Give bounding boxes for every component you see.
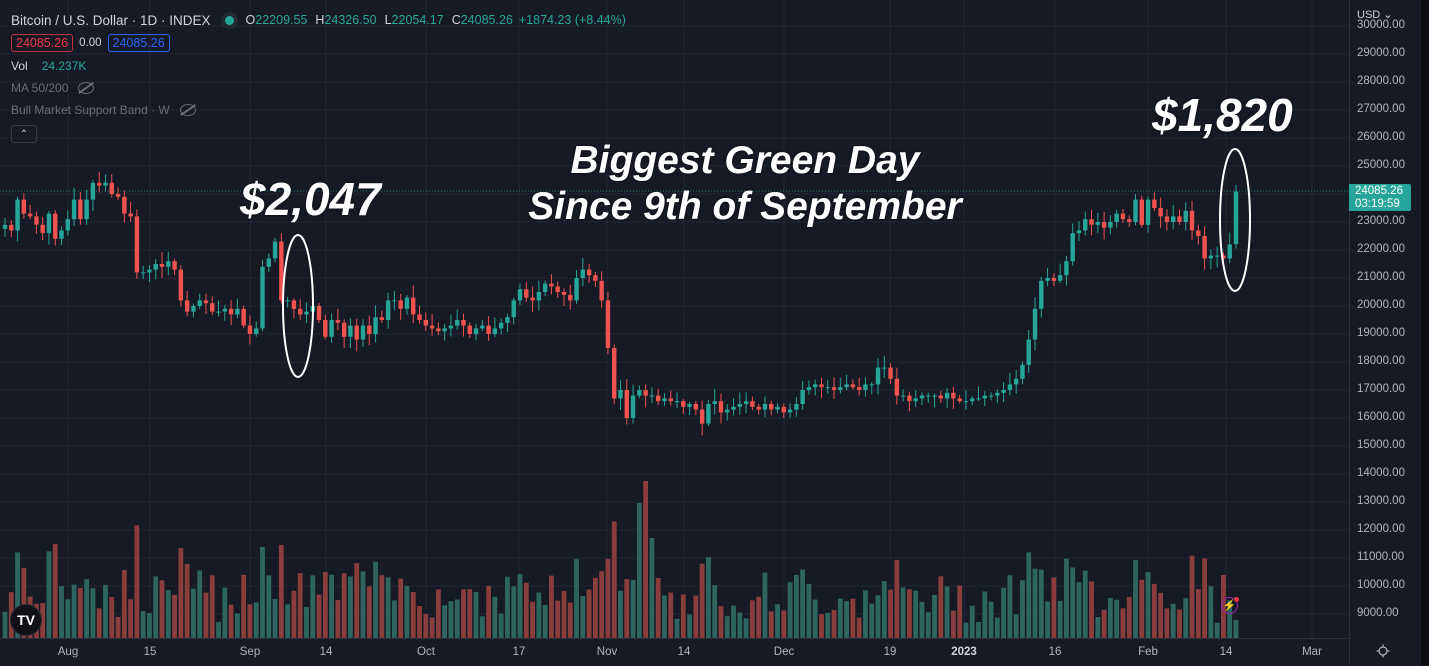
price-label: 14000.00 — [1357, 467, 1405, 479]
price-label: 18000.00 — [1357, 355, 1405, 367]
time-label: 14 — [319, 646, 333, 658]
price-label: 20000.00 — [1357, 299, 1405, 311]
price-label: 21000.00 — [1357, 271, 1405, 283]
candle-countdown: 03:19:59 — [1355, 198, 1400, 210]
price-label: 9000.00 — [1357, 607, 1399, 619]
hidden-eye-icon[interactable] — [179, 104, 196, 116]
price-label: 10000.00 — [1357, 579, 1405, 591]
change-value: +1874.23 (+8.44%) — [518, 13, 626, 27]
collapse-legend-button[interactable]: ⌃ — [11, 125, 37, 143]
price-axis[interactable] — [1349, 0, 1422, 665]
high-key: H — [315, 13, 325, 27]
open-value: 22209.55 — [255, 13, 308, 27]
time-label: Dec — [773, 646, 795, 658]
close-key: C — [451, 13, 461, 27]
time-label: Mar — [1302, 646, 1322, 658]
volume-bars — [2, 481, 1239, 638]
sell-button[interactable]: 24085.26 — [11, 34, 74, 52]
price-label: 22000.00 — [1357, 243, 1405, 255]
volume-label: Vol — [11, 59, 28, 73]
open-key: O — [245, 13, 256, 27]
market-status-dot-icon — [224, 15, 234, 25]
time-label: Oct — [417, 646, 435, 658]
symbol-title[interactable]: Bitcoin / U.S. Dollar · 1D · INDEX — [11, 12, 211, 28]
price-label: 13000.00 — [1357, 495, 1405, 507]
close-value: 24085.26 — [460, 13, 513, 27]
time-label: 15 — [143, 646, 157, 658]
time-label: 14 — [677, 646, 691, 658]
price-label: 15000.00 — [1357, 439, 1405, 451]
time-label: 14 — [1219, 646, 1233, 658]
window-edge — [1421, 0, 1429, 665]
notification-dot — [1234, 597, 1239, 602]
price-label: 30000.00 — [1357, 19, 1405, 31]
currency-selector[interactable]: USD ⌄ — [1357, 8, 1393, 21]
last-price-tag: 24085.26 03:19:59 — [1349, 184, 1411, 211]
time-label: 19 — [883, 646, 897, 658]
low-key: L — [384, 13, 392, 27]
last-price-value: 24085.26 — [1355, 185, 1403, 197]
time-label: Feb — [1138, 646, 1158, 658]
time-label: 17 — [512, 646, 526, 658]
hidden-eye-icon[interactable] — [78, 82, 95, 94]
bull-band-indicator-row[interactable]: Bull Market Support Band · W — [11, 99, 626, 121]
ma-indicator-row[interactable]: MA 50/200 — [11, 77, 626, 99]
price-label: 19000.00 — [1357, 327, 1405, 339]
volume-indicator-row[interactable]: Vol 24.237K — [11, 55, 626, 77]
annotation-headline: Biggest Green Day Since 9th of September — [498, 138, 992, 230]
lightning-alert-icon[interactable]: ⚡ — [1221, 597, 1238, 614]
price-label: 25000.00 — [1357, 159, 1405, 171]
annotation-left-amount: $2,047 — [240, 173, 381, 225]
time-label: Nov — [596, 646, 618, 658]
trade-row: 24085.26 0.00 24085.26 — [11, 32, 626, 54]
chevron-down-icon: ⌄ — [1383, 9, 1393, 21]
ma-label: MA 50/200 — [11, 81, 69, 95]
highlight-ellipse-feb — [1219, 148, 1251, 292]
time-label: Aug — [57, 646, 79, 658]
price-label: 12000.00 — [1357, 523, 1405, 535]
buy-button[interactable]: 24085.26 — [107, 34, 170, 52]
headline-line-2: Since 9th of September — [528, 185, 962, 228]
time-label: 16 — [1048, 646, 1062, 658]
settings-gear-icon[interactable] — [1376, 644, 1390, 658]
tradingview-logo[interactable]: TV — [10, 604, 42, 636]
price-label: 28000.00 — [1357, 75, 1405, 87]
spread-value: 0.00 — [79, 37, 102, 49]
headline-line-1: Biggest Green Day — [570, 139, 920, 182]
chart-legend: Bitcoin / U.S. Dollar · 1D · INDEX O 2220… — [11, 9, 626, 143]
time-label: 2023 — [951, 646, 977, 658]
time-label: Sep — [239, 646, 261, 658]
highlight-ellipse-sep — [282, 234, 314, 378]
price-label: 27000.00 — [1357, 103, 1405, 115]
candlesticks — [2, 171, 1239, 436]
price-label: 29000.00 — [1357, 47, 1405, 59]
symbol-row: Bitcoin / U.S. Dollar · 1D · INDEX O 2220… — [11, 9, 626, 31]
price-label: 11000.00 — [1357, 551, 1405, 563]
high-value: 24326.50 — [324, 13, 377, 27]
annotation-right-amount: $1,820 — [1152, 89, 1293, 141]
currency-label: USD — [1357, 9, 1381, 21]
price-label: 23000.00 — [1357, 215, 1405, 227]
chevron-up-icon: ⌃ — [19, 128, 29, 140]
volume-value: 24.237K — [41, 59, 87, 73]
bull-band-label: Bull Market Support Band · W — [11, 103, 170, 117]
price-chart-canvas[interactable] — [0, 0, 1349, 638]
price-label: 16000.00 — [1357, 411, 1405, 423]
time-axis[interactable] — [0, 638, 1349, 666]
low-value: 22054.17 — [391, 13, 444, 27]
price-label: 17000.00 — [1357, 383, 1405, 395]
price-label: 26000.00 — [1357, 131, 1405, 143]
